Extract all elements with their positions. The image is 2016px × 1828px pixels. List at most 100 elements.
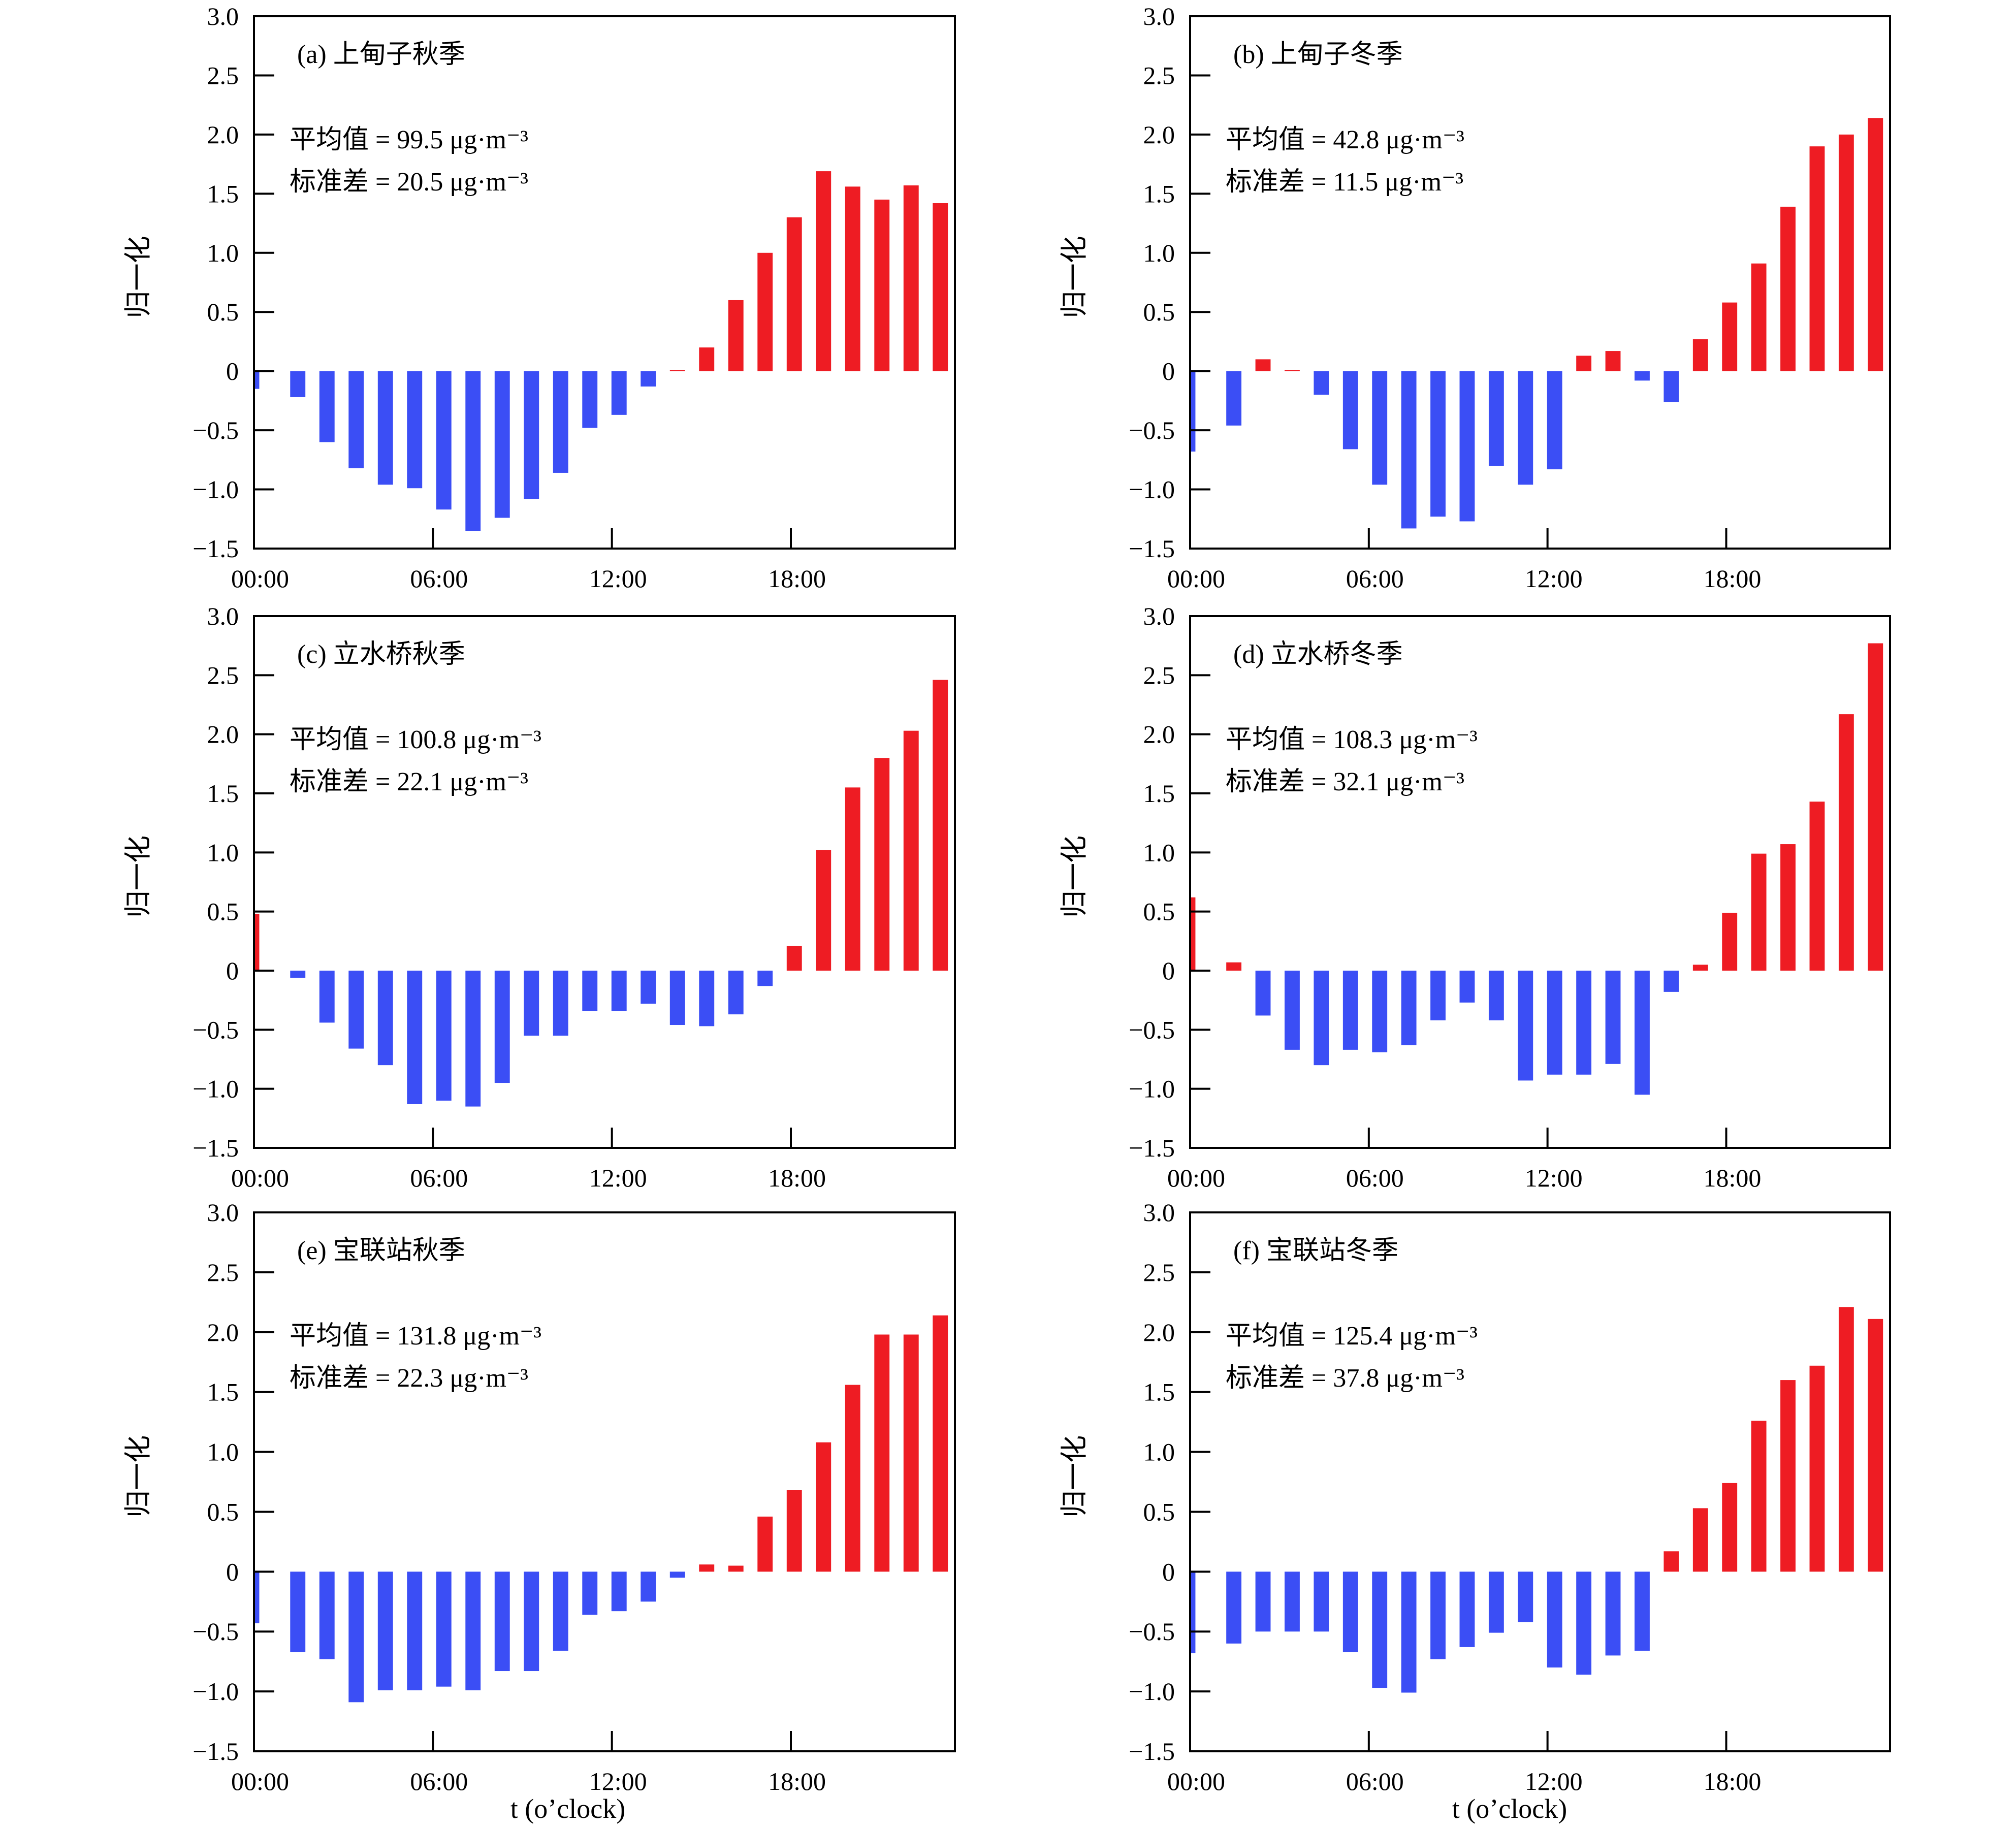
bar: [553, 371, 568, 473]
y-tick-label: 0: [226, 956, 239, 985]
x-tick-label: 00:00: [231, 1164, 289, 1192]
bar: [1190, 1572, 1196, 1653]
y-tick-label: 1.5: [207, 779, 239, 808]
bar: [1751, 1421, 1767, 1572]
panel-label: (b) 上甸子冬季: [1233, 40, 1403, 69]
bar: [494, 1572, 510, 1672]
bar: [1809, 801, 1825, 971]
bar: [1314, 971, 1329, 1066]
bar: [1635, 1572, 1650, 1651]
bar: [1605, 351, 1621, 371]
y-tick-label: 3.0: [207, 602, 239, 630]
bar: [436, 971, 452, 1101]
y-tick-label: 0: [226, 1557, 239, 1586]
y-tick-label: −0.5: [1129, 416, 1175, 444]
y-tick-label: 2.5: [1143, 661, 1175, 689]
y-tick-label: −0.5: [1129, 1617, 1175, 1646]
bar: [1372, 371, 1388, 485]
bar: [1838, 1307, 1854, 1572]
chart-panel-c: 3.0 2.5 2.0 1.5 1.0 0.5 0 −0.5 −1.0 −1.500:00 06:0…: [123, 602, 956, 1192]
y-tick-label: 2.0: [207, 1318, 239, 1346]
y-tick-label: −1.0: [193, 1677, 239, 1706]
y-tick-label: 3.0: [1143, 602, 1175, 630]
bar: [1401, 1572, 1417, 1693]
bar: [494, 971, 510, 1083]
plot-frame: [1189, 15, 1891, 550]
bar: [377, 971, 393, 1066]
bar: [1459, 971, 1475, 1003]
mean-annotation: 平均值 = 99.5 μg·m⁻³: [290, 125, 528, 154]
x-axis-title-right: t (o’clock): [1452, 1793, 1567, 1824]
chart-panel-f: 3.0 2.5 2.0 1.5 1.0 0.5 0 −0.5 −1.0 −1.500:00 06:0…: [1059, 1198, 1891, 1795]
y-tick-label: 2.0: [207, 720, 239, 749]
bar: [582, 371, 598, 428]
x-tick-label: 18:00: [768, 1767, 826, 1795]
bar: [933, 680, 948, 971]
chart-panel-e: 3.0 2.5 2.0 1.5 1.0 0.5 0 −0.5 −1.0 −1.500:00 06:0…: [123, 1198, 956, 1795]
bar: [1401, 371, 1417, 529]
x-tick-label: 00:00: [1167, 1164, 1225, 1192]
bar: [1430, 1572, 1446, 1659]
x-tick-label: 12:00: [589, 1164, 647, 1192]
x-tick-label: 06:00: [410, 1164, 468, 1192]
plot-frame: [253, 15, 956, 550]
mean-annotation: 平均值 = 125.4 μg·m⁻³: [1226, 1322, 1478, 1351]
y-tick-label: −0.5: [1129, 1015, 1175, 1044]
bar: [1809, 146, 1825, 371]
bar: [845, 1385, 860, 1572]
bar: [611, 1572, 627, 1612]
y-tick-label: −1.5: [1129, 1134, 1175, 1162]
bar: [1605, 971, 1621, 1064]
y-tick-label: −1.0: [193, 475, 239, 504]
bar: [874, 758, 890, 971]
y-tick-label: 2.5: [207, 61, 239, 89]
y-tick-label: −1.0: [193, 1075, 239, 1103]
bar: [465, 371, 481, 531]
std-annotation: 标准差 = 37.8 μg·m⁻³: [1226, 1364, 1464, 1393]
bar: [1722, 1483, 1738, 1572]
bar: [254, 914, 260, 971]
x-tick-label: 06:00: [1346, 1164, 1404, 1192]
y-tick-label: −1.5: [193, 1737, 239, 1766]
x-tick-label: 06:00: [1346, 564, 1404, 593]
bar: [1430, 371, 1446, 517]
y-tick-label: −1.0: [1129, 1677, 1175, 1706]
x-tick-label: 12:00: [589, 1767, 647, 1795]
y-axis-title: 归一化: [123, 236, 153, 318]
bar: [1226, 371, 1242, 426]
bar: [348, 1572, 364, 1703]
bar: [669, 370, 685, 371]
bar: [319, 371, 335, 442]
x-tick-label: 18:00: [768, 1164, 826, 1192]
y-tick-label: 2.5: [207, 661, 239, 689]
bar: [669, 971, 685, 1025]
y-tick-label: 0: [226, 357, 239, 386]
y-tick-label: −1.0: [1129, 475, 1175, 504]
y-tick-label: 0: [1162, 1557, 1175, 1586]
bar: [933, 1315, 948, 1572]
bar: [669, 1572, 685, 1578]
bar: [582, 1572, 598, 1615]
x-tick-label: 18:00: [768, 564, 826, 593]
bar: [1751, 263, 1767, 371]
bar: [407, 1572, 423, 1690]
y-tick-label: 0.5: [207, 1497, 239, 1526]
std-annotation: 标准差 = 20.5 μg·m⁻³: [290, 168, 528, 197]
bar: [1692, 1508, 1708, 1572]
bar: [407, 971, 423, 1104]
bar: [1518, 1572, 1533, 1622]
bar: [1190, 371, 1196, 452]
panel-label: (e) 宝联站秋季: [297, 1236, 465, 1265]
bar: [1285, 1572, 1300, 1632]
bar: [1868, 643, 1883, 971]
bar: [1868, 1319, 1883, 1572]
y-tick-label: 2.0: [1143, 1318, 1175, 1346]
bar: [1576, 1572, 1592, 1675]
bar: [319, 971, 335, 1023]
bar: [1459, 1572, 1475, 1647]
bar: [1459, 371, 1475, 522]
bar: [1547, 1572, 1562, 1667]
x-tick-label: 12:00: [1525, 1164, 1583, 1192]
bar: [1751, 853, 1767, 971]
